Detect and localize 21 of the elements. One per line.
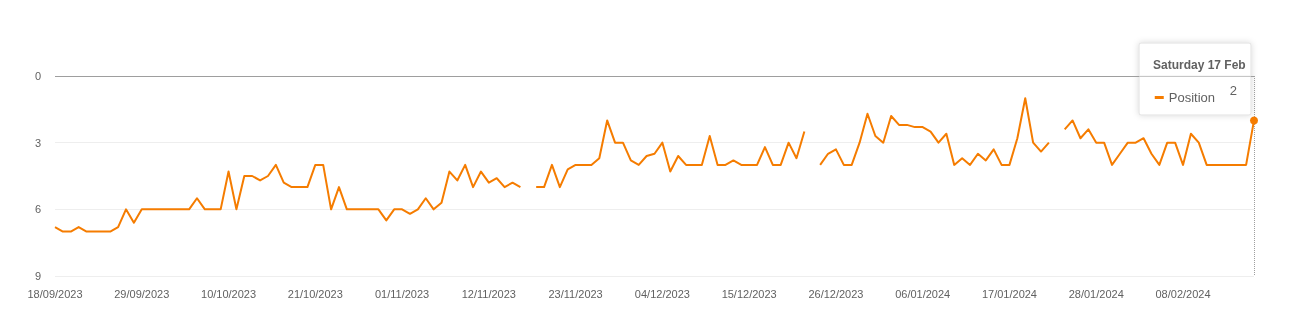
y-tick-label: 9 xyxy=(34,270,41,282)
data-label: 2 xyxy=(1229,82,1237,98)
legend-label: Position xyxy=(1168,90,1215,105)
x-tick-label: 26/12/2023 xyxy=(808,287,864,300)
x-tick-label: 06/01/2024 xyxy=(895,287,951,300)
x-tick-label: 21/10/2023 xyxy=(287,287,343,300)
x-tick-label: 10/10/2023 xyxy=(201,287,257,300)
y-tick-label: 0 xyxy=(34,70,41,82)
x-tick-label: 28/01/2024 xyxy=(1068,287,1124,300)
x-tick-label: 01/11/2023 xyxy=(374,287,430,300)
x-tick-label: 29/09/2023 xyxy=(114,287,170,300)
x-tick-label: 18/09/2023 xyxy=(27,287,83,300)
x-tick-label: 04/12/2023 xyxy=(634,287,690,300)
y-tick-label: 3 xyxy=(34,136,41,149)
x-tick-label: 08/02/2024 xyxy=(1155,287,1211,300)
x-tick-label: 23/11/2023 xyxy=(548,287,603,300)
text: Saturday 17 Feb xyxy=(1153,58,1246,72)
x-tick-label: 17/01/2024 xyxy=(981,287,1037,300)
x-tick-label: 12/11/2023 xyxy=(461,287,516,300)
x-tick-label: 15/12/2023 xyxy=(721,287,777,300)
y-tick-label: 6 xyxy=(34,203,41,216)
